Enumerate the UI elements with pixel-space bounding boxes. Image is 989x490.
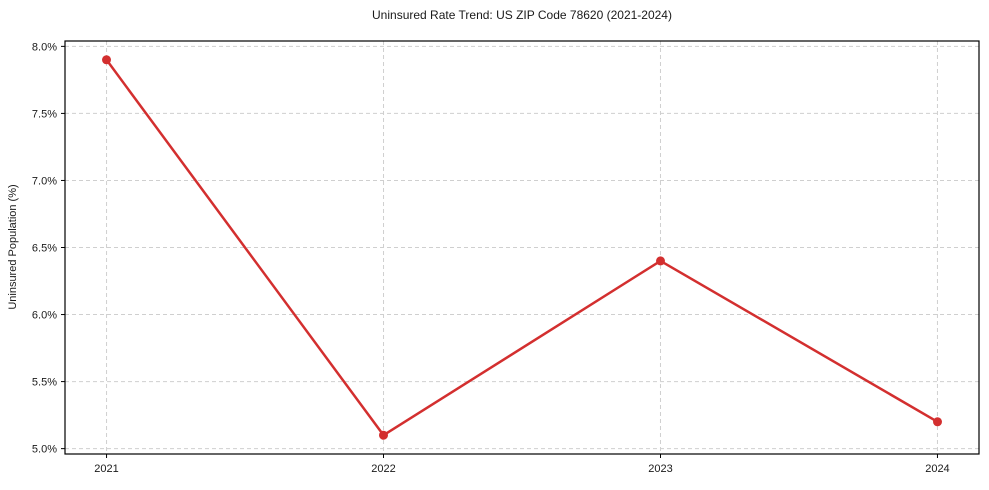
x-tick-label: 2024 [925,463,949,475]
y-tick-label: 5.5% [32,377,57,389]
x-tick-label: 2023 [648,463,672,475]
x-tick-label: 2022 [371,463,395,475]
data-point [379,430,388,440]
data-point [933,417,942,427]
y-tick-label: 6.0% [32,310,57,322]
chart-title: Uninsured Rate Trend: US ZIP Code 78620 … [372,8,672,22]
y-tick-label: 8.0% [32,41,57,53]
data-point [656,256,665,266]
trend-line [105,58,939,437]
y-tick-label: 7.5% [32,108,57,120]
y-tick-label: 6.5% [32,243,57,255]
y-tick-label: 7.0% [32,175,57,187]
x-tick-label: 2021 [94,463,118,475]
y-tick-label: 5.0% [32,444,57,456]
data-point [102,55,111,65]
